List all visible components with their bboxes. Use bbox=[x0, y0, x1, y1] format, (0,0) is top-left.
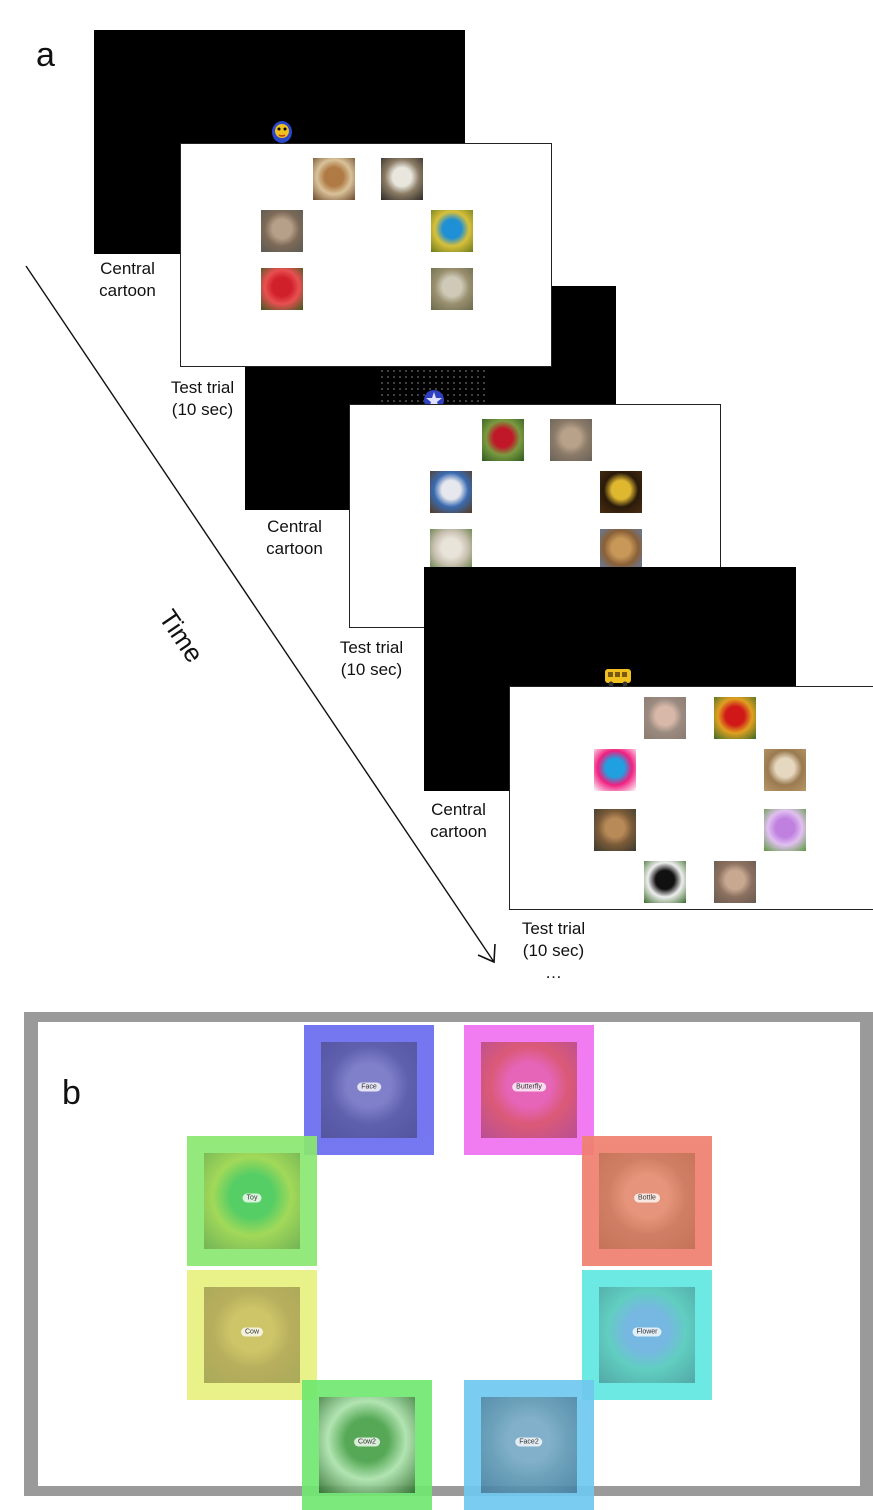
panel-b-frame: b Face Butterfly Toy Bottle Cow Flower Cow2 Fac… bbox=[24, 1012, 873, 1510]
aoi-label-toy: Toy bbox=[242, 1193, 262, 1203]
test-caption-2: Test trial (10 sec) bbox=[324, 637, 419, 681]
cartoon-caption-3: Central cartoon bbox=[411, 799, 506, 843]
aoi-label-face: Face bbox=[357, 1082, 381, 1092]
butterfly-flower-photo bbox=[714, 697, 756, 739]
test-caption-line-2: (10 sec) bbox=[522, 941, 585, 960]
test-caption-3: Test trial (10 sec) … bbox=[506, 918, 601, 984]
aoi-toy: Toy bbox=[187, 1136, 317, 1266]
test-caption-line-2: (10 sec) bbox=[171, 400, 234, 419]
test-trial-screen-1 bbox=[180, 143, 552, 367]
cartoon-caption-line-1: Central bbox=[431, 800, 486, 819]
aoi-label-flower: Flower bbox=[632, 1327, 662, 1337]
aoi-flower: Flower bbox=[582, 1270, 712, 1400]
red-flower-photo bbox=[482, 419, 524, 461]
yellow-bus-cartoon-icon bbox=[604, 667, 632, 687]
panel-a-letter: a bbox=[36, 36, 55, 74]
swallowtail-butterfly-photo bbox=[600, 471, 642, 513]
aoi-cow: Cow bbox=[187, 1270, 317, 1400]
yellow-chick-cartoon-icon bbox=[268, 116, 296, 144]
aoi-cow2: Cow2 bbox=[302, 1380, 432, 1510]
plastic-bottle-photo bbox=[764, 749, 806, 791]
aoi-face: Face bbox=[304, 1025, 434, 1155]
monkey-face-photo bbox=[644, 697, 686, 739]
test-caption-line-1: Test trial bbox=[170, 378, 235, 397]
lamb-photo bbox=[430, 529, 472, 571]
test-trial-screen-3 bbox=[509, 686, 873, 910]
purple-flower-photo bbox=[764, 809, 806, 851]
cartoon-caption-line-2: cartoon bbox=[99, 281, 156, 300]
test-caption-line-1: Test trial bbox=[521, 919, 586, 938]
cartoon-caption-line-2: cartoon bbox=[266, 539, 323, 558]
test-caption-1: Test trial (10 sec) bbox=[155, 377, 250, 421]
cartoon-caption-line-1: Central bbox=[100, 259, 155, 278]
aoi-bottle: Bottle bbox=[582, 1136, 712, 1266]
black-white-cow-photo bbox=[644, 861, 686, 903]
highland-cow-photo bbox=[313, 158, 355, 200]
aoi-label-bottle: Bottle bbox=[634, 1193, 660, 1203]
panel-b-screen: b Face Butterfly Toy Bottle Cow Flower Cow2 Fac… bbox=[38, 1022, 860, 1510]
panel-b-letter: b bbox=[62, 1074, 81, 1112]
sheep-photo bbox=[431, 268, 473, 310]
milk-bottle-photo bbox=[430, 471, 472, 513]
ellipsis: … bbox=[545, 963, 562, 982]
aoi-label-cow2: Cow2 bbox=[354, 1437, 380, 1447]
aoi-label-butterfly: Butterfly bbox=[512, 1082, 546, 1092]
test-caption-line-2: (10 sec) bbox=[340, 660, 403, 679]
cow-photo bbox=[594, 809, 636, 851]
rubber-ball-toy-photo bbox=[594, 749, 636, 791]
cartoon-caption-line-2: cartoon bbox=[430, 822, 487, 841]
aoi-label-face2: Face2 bbox=[515, 1437, 543, 1447]
blue-butterfly-photo bbox=[431, 210, 473, 252]
time-arrow bbox=[25, 265, 496, 964]
cartoon-caption-line-1: Central bbox=[267, 517, 322, 536]
monkey-face-photo bbox=[550, 419, 592, 461]
milk-bottle-photo bbox=[381, 158, 423, 200]
red-flower-photo bbox=[261, 268, 303, 310]
cow-photo bbox=[600, 529, 642, 571]
cartoon-caption-1: Central cartoon bbox=[80, 258, 175, 302]
monkey-face-photo bbox=[714, 861, 756, 903]
aoi-face2: Face2 bbox=[464, 1380, 594, 1510]
cartoon-caption-2: Central cartoon bbox=[247, 516, 342, 560]
aoi-butterfly: Butterfly bbox=[464, 1025, 594, 1155]
monkey-face-photo bbox=[261, 210, 303, 252]
aoi-label-cow: Cow bbox=[240, 1327, 264, 1337]
test-caption-line-1: Test trial bbox=[339, 638, 404, 657]
